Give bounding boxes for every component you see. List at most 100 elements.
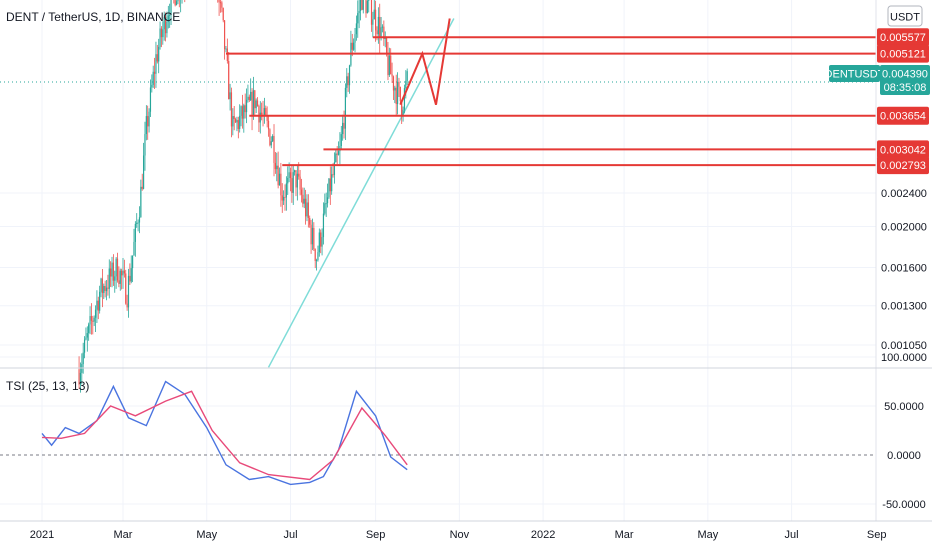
candle-body bbox=[132, 255, 134, 269]
candle-body bbox=[359, 0, 362, 11]
candle-body bbox=[144, 134, 146, 156]
currency-button-bg[interactable] bbox=[887, 5, 923, 27]
candle-body bbox=[244, 105, 246, 113]
candles bbox=[78, 0, 408, 393]
candle-body bbox=[343, 122, 345, 129]
currency-button[interactable]: USDT bbox=[887, 5, 923, 27]
candle-body bbox=[163, 16, 165, 30]
candle-body bbox=[119, 270, 121, 284]
candle-body bbox=[121, 270, 123, 276]
candle-body bbox=[357, 13, 359, 24]
symbol-title[interactable]: DENT / TetherUS, 1D, BINANCE bbox=[6, 10, 180, 24]
current-price-ticker: DENTUSDT bbox=[825, 69, 885, 81]
candle-body bbox=[149, 87, 152, 112]
time-tick-labels: 2021 Mar May Jul Sep Nov 2022 Mar May Jul Sep bbox=[30, 529, 887, 541]
candle-body bbox=[280, 173, 282, 196]
candle-body bbox=[166, 22, 168, 34]
candle-body bbox=[307, 202, 309, 218]
candle-body bbox=[218, 0, 220, 3]
candle-body bbox=[390, 55, 392, 75]
candle-body bbox=[219, 2, 222, 4]
candle-body bbox=[141, 186, 143, 189]
candle-body bbox=[331, 174, 333, 192]
candle-body bbox=[273, 136, 275, 163]
candle-body bbox=[248, 96, 250, 101]
tsi-tick-label: 0.0000 bbox=[887, 450, 921, 462]
candle-body bbox=[230, 92, 233, 127]
candle-body bbox=[99, 291, 101, 311]
candle-body bbox=[78, 369, 80, 385]
candle-body bbox=[156, 54, 158, 62]
indicator-title[interactable]: TSI (25, 13, 13) bbox=[6, 379, 89, 393]
candle-body bbox=[295, 170, 297, 188]
candle-body bbox=[107, 287, 109, 289]
time-tick-label: Sep bbox=[366, 529, 386, 541]
price-tick-label: 0.002400 bbox=[881, 188, 927, 200]
time-tick-label: Nov bbox=[450, 529, 470, 541]
projection-line bbox=[399, 18, 451, 106]
candle-body bbox=[164, 16, 167, 34]
candle-body bbox=[314, 249, 316, 261]
candle-body bbox=[167, 15, 169, 23]
candle-body bbox=[311, 227, 314, 245]
candle-body bbox=[401, 101, 403, 117]
candle-body bbox=[384, 37, 386, 39]
candle-body bbox=[122, 270, 124, 276]
candle-body bbox=[145, 116, 147, 135]
candle-body bbox=[394, 87, 396, 91]
candle-body bbox=[335, 153, 337, 163]
candle-body bbox=[274, 162, 276, 170]
candle-body bbox=[261, 112, 263, 115]
candle-body bbox=[159, 28, 161, 47]
candle-body bbox=[372, 19, 374, 25]
candle-body bbox=[175, 1, 178, 6]
candle-body bbox=[251, 91, 253, 116]
candle-body bbox=[93, 317, 95, 322]
candle-body bbox=[332, 174, 334, 176]
candle-body bbox=[383, 26, 385, 39]
candle-body bbox=[388, 55, 390, 76]
level-price-tags: 0.005577 0.005121 0.003654 0.003042 0.002793 bbox=[877, 28, 929, 175]
level-tag-bg bbox=[877, 106, 929, 125]
candle-body bbox=[265, 108, 267, 116]
tsi-line bbox=[41, 380, 408, 486]
projection-path[interactable] bbox=[399, 18, 451, 106]
candle-body bbox=[370, 0, 373, 25]
candle-body bbox=[358, 10, 360, 14]
candle-body bbox=[391, 74, 393, 77]
price-tick-label: 0.001050 bbox=[881, 340, 927, 352]
candle-body bbox=[114, 276, 116, 281]
candle-body bbox=[317, 252, 319, 261]
candle-body bbox=[239, 115, 241, 129]
candle-body bbox=[325, 203, 327, 205]
candle-body bbox=[289, 172, 292, 179]
candle-body bbox=[283, 196, 285, 201]
level-tag-bg bbox=[877, 156, 929, 175]
horizontal-levels[interactable] bbox=[225, 36, 876, 167]
candle-body bbox=[366, 0, 368, 14]
candle-body bbox=[406, 71, 408, 81]
candle-body bbox=[285, 183, 287, 198]
candle-body bbox=[247, 96, 249, 100]
price-countdown: 08:35:08 bbox=[884, 82, 927, 94]
tsi-tick-labels: 100.0000 50.0000 0.0000 -50.0000 bbox=[881, 352, 927, 511]
candle-body bbox=[237, 120, 239, 129]
candle-body bbox=[105, 287, 108, 292]
candle-body bbox=[376, 30, 378, 35]
candle-body bbox=[129, 275, 131, 282]
candle-body bbox=[118, 280, 120, 284]
currency-label[interactable]: USDT bbox=[890, 12, 920, 24]
candle-body bbox=[92, 320, 94, 322]
tsi-tick-label: -50.0000 bbox=[882, 499, 925, 511]
candle-body bbox=[103, 286, 105, 293]
candle-body bbox=[169, 14, 171, 16]
candle-body bbox=[326, 197, 329, 204]
level-tag-label: 0.003042 bbox=[880, 144, 926, 156]
candle-body bbox=[88, 324, 90, 334]
candle-body bbox=[287, 177, 289, 184]
candle-body bbox=[148, 111, 150, 127]
candle-body bbox=[151, 84, 153, 88]
candle-body bbox=[89, 316, 91, 325]
trend-line[interactable] bbox=[267, 18, 455, 368]
